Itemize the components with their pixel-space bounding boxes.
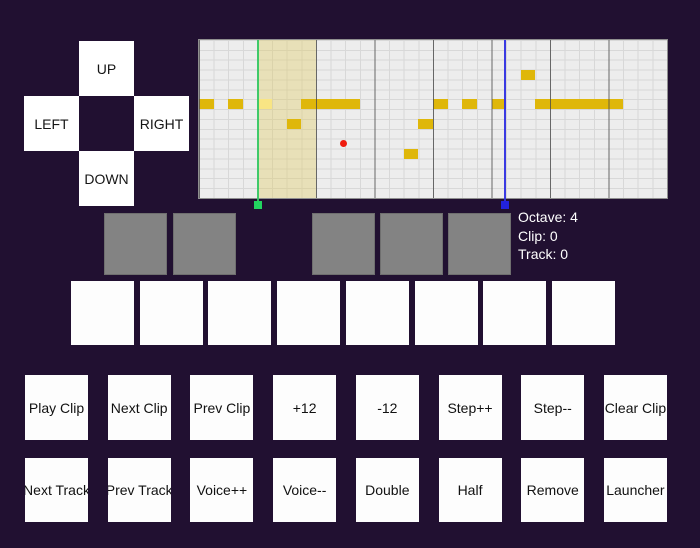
note[interactable] [228, 99, 243, 110]
piano-roll [198, 39, 668, 209]
white-pad[interactable] [414, 281, 478, 345]
song-playhead-marker[interactable] [500, 201, 509, 209]
dpad-down-button[interactable]: DOWN [79, 151, 134, 206]
cursor-dot [340, 140, 347, 147]
note[interactable] [199, 99, 214, 110]
white-pad[interactable] [345, 281, 409, 345]
note[interactable] [286, 119, 302, 129]
white-pad[interactable] [551, 281, 615, 345]
track-label: Track: 0 [518, 246, 569, 262]
white-pad[interactable] [208, 281, 272, 345]
control-row-1: Play Clip Next Clip Prev Clip +12 -12 St… [25, 375, 667, 440]
plus-12-button[interactable]: +12 [273, 375, 337, 440]
clear-clip-button[interactable]: Clear Clip [603, 375, 667, 440]
dpad-up-button[interactable]: UP [79, 41, 134, 96]
dpad-right-button[interactable]: RIGHT [134, 96, 189, 151]
next-track-button[interactable]: Next Track [25, 458, 88, 522]
minus-12-button[interactable]: -12 [355, 375, 419, 440]
play-clip-button[interactable]: Play Clip [25, 375, 88, 440]
launcher-button[interactable]: Launcher [603, 458, 667, 522]
gray-pad[interactable] [312, 213, 375, 275]
gray-pad[interactable] [104, 213, 167, 275]
prev-track-button[interactable]: Prev Track [107, 458, 171, 522]
loop-start-playhead-marker[interactable] [253, 201, 262, 209]
note[interactable] [257, 99, 273, 110]
white-pad[interactable] [139, 281, 203, 345]
note[interactable] [535, 99, 624, 110]
note[interactable] [462, 99, 477, 110]
control-row-2: Next Track Prev Track Voice++ Voice-- Do… [25, 458, 667, 522]
note[interactable] [418, 119, 433, 129]
half-button[interactable]: Half [438, 458, 502, 522]
step-minus-button[interactable]: Step-- [521, 375, 585, 440]
gray-pad[interactable] [380, 213, 443, 275]
note[interactable] [403, 148, 419, 159]
dpad-left-button[interactable]: LEFT [24, 96, 79, 151]
notes-layer [199, 40, 667, 198]
status-block: Octave: 4 Clip: 0 Track: 0 [518, 208, 578, 264]
clip-label: Clip: 0 [518, 227, 558, 244]
gray-pad[interactable] [448, 213, 511, 275]
remove-button[interactable]: Remove [521, 458, 585, 522]
octave-label: Octave: 4 [518, 209, 578, 225]
note[interactable] [433, 99, 448, 110]
loop-start-playhead[interactable] [253, 40, 262, 209]
white-pad[interactable] [277, 281, 341, 345]
white-pad[interactable] [71, 281, 134, 345]
white-pad[interactable] [483, 281, 547, 345]
next-clip-button[interactable]: Next Clip [107, 375, 171, 440]
gray-pad[interactable] [173, 213, 236, 275]
note[interactable] [301, 99, 360, 110]
song-playhead[interactable] [500, 40, 509, 209]
white-pad-row [71, 281, 615, 345]
double-button[interactable]: Double [355, 458, 419, 522]
voice-minus-button[interactable]: Voice-- [273, 458, 337, 522]
voice-plus-button[interactable]: Voice++ [190, 458, 254, 522]
step-plus-button[interactable]: Step++ [438, 375, 502, 440]
prev-clip-button[interactable]: Prev Clip [190, 375, 254, 440]
note[interactable] [520, 69, 536, 80]
